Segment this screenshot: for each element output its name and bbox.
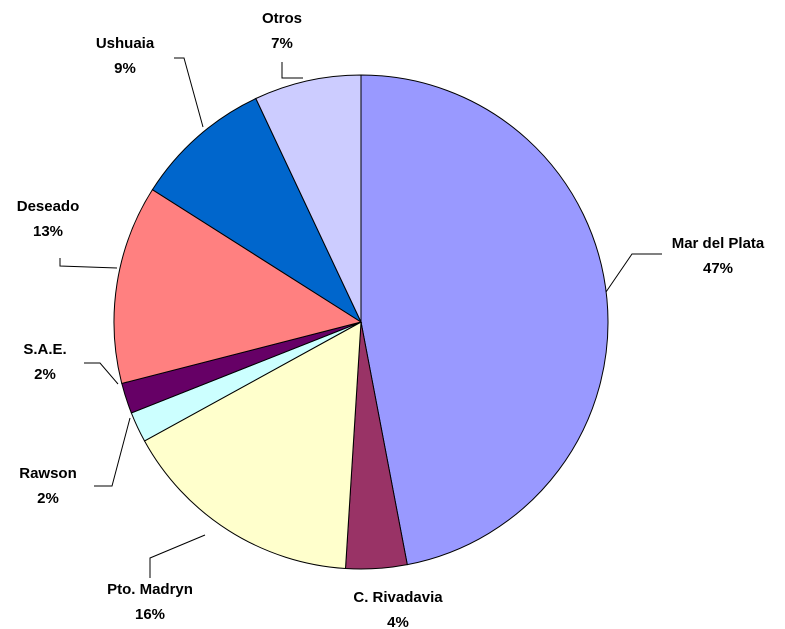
slice-label: S.A.E. xyxy=(23,341,66,358)
leader-line xyxy=(94,417,131,487)
slice-label: Deseado xyxy=(17,198,80,215)
pie-slice xyxy=(360,74,609,566)
leader-line xyxy=(59,258,118,269)
slice-label: Pto. Madryn xyxy=(107,581,193,598)
slice-label: Otros xyxy=(262,10,302,27)
slice-label: Ushuaia xyxy=(96,35,155,52)
leader-line xyxy=(605,253,662,293)
pie-slice xyxy=(255,74,362,323)
slice-value-label: 2% xyxy=(34,366,56,383)
leader-line xyxy=(174,57,204,128)
slice-value-label: 47% xyxy=(703,260,733,277)
slice-label: Rawson xyxy=(19,465,77,482)
leader-line xyxy=(281,62,303,79)
slice-label: C. Rivadavia xyxy=(353,589,443,606)
leader-line xyxy=(149,534,206,578)
slice-value-label: 16% xyxy=(135,606,165,623)
pie-slice xyxy=(143,321,362,570)
slice-value-label: 13% xyxy=(33,223,63,240)
pie-slice xyxy=(151,97,363,324)
slice-value-label: 4% xyxy=(387,614,409,629)
slice-value-label: 2% xyxy=(37,490,59,507)
slice-value-label: 9% xyxy=(114,60,136,77)
leader-line xyxy=(84,362,119,385)
slice-label: Mar del Plata xyxy=(672,235,765,252)
slice-value-label: 7% xyxy=(271,35,293,52)
pie-slice xyxy=(113,188,363,385)
